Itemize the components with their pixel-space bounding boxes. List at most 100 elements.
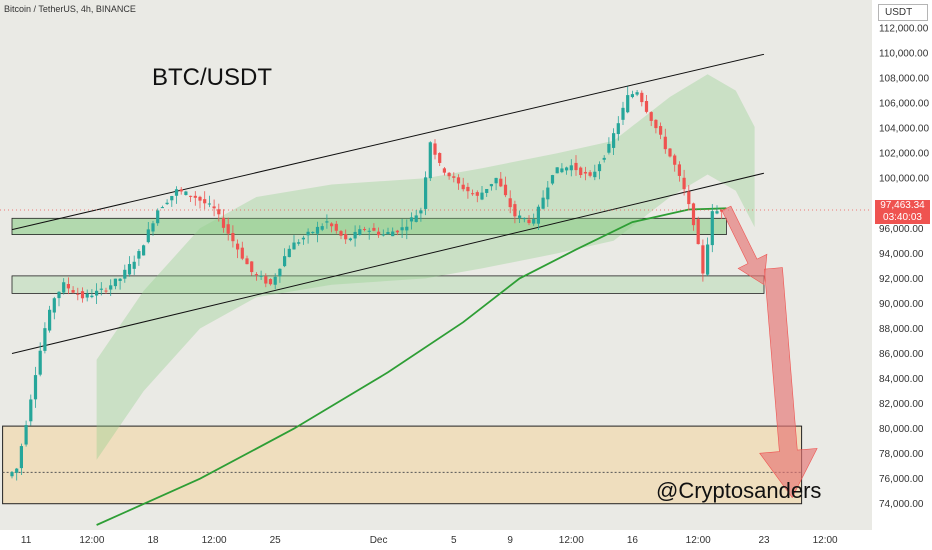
candle-body — [325, 221, 329, 223]
candle-body — [649, 112, 653, 121]
candle-body — [156, 210, 160, 224]
currency-button[interactable]: USDT — [878, 4, 928, 21]
candle-body — [522, 218, 526, 220]
candle-body — [226, 224, 230, 234]
candle-body — [24, 425, 28, 445]
candle-body — [710, 211, 714, 246]
candle-body — [146, 229, 150, 243]
candle-body — [381, 234, 385, 236]
candle-body — [715, 211, 719, 214]
candle-body — [400, 227, 404, 231]
y-tick-label: 96,000.00 — [879, 224, 924, 235]
y-tick-label: 88,000.00 — [879, 324, 924, 335]
candle-body — [273, 276, 277, 285]
candle-body — [254, 274, 258, 276]
y-tick-label: 84,000.00 — [879, 374, 924, 385]
candle-body — [367, 230, 371, 232]
candle-body — [372, 227, 376, 231]
candle-body — [71, 290, 75, 293]
candle-body — [245, 258, 249, 265]
candle-body — [179, 189, 183, 192]
x-tick-label: 12:00 — [813, 535, 838, 546]
candle-body — [339, 231, 343, 236]
candle-body — [57, 291, 61, 299]
candle-body — [452, 176, 456, 178]
candle-body — [287, 248, 291, 258]
candle-body — [297, 242, 301, 244]
x-tick-label: 12:00 — [79, 535, 104, 546]
candle-body — [301, 237, 305, 240]
candle-body — [221, 217, 226, 228]
candle-body — [264, 276, 268, 284]
candle-body — [142, 245, 146, 256]
candle-body — [377, 231, 381, 236]
candle-body — [207, 203, 211, 205]
candle-body — [682, 177, 686, 190]
candle-body — [706, 244, 710, 275]
y-tick-label: 100,000.00 — [879, 174, 929, 185]
candle-body — [720, 209, 724, 212]
candle-body — [579, 167, 583, 176]
candle-body — [174, 189, 179, 196]
candle-body — [344, 234, 348, 240]
candle-body — [466, 186, 470, 192]
x-tick-label: 12:00 — [559, 535, 584, 546]
candle-body — [546, 187, 550, 200]
x-tick-label: 5 — [451, 535, 457, 546]
candle-body — [193, 195, 197, 198]
candle-body — [151, 223, 155, 232]
candle-body — [362, 229, 367, 231]
x-tick-label: 12:00 — [202, 535, 227, 546]
candle-body — [52, 298, 56, 313]
y-tick-label: 74,000.00 — [879, 499, 924, 510]
last-price-badge: 97,463.34 03:40:03 — [875, 200, 930, 224]
candle-body — [278, 268, 282, 277]
y-tick-label: 90,000.00 — [879, 299, 924, 310]
candle-body — [536, 206, 540, 224]
candle-body — [33, 375, 38, 400]
candle-body — [447, 172, 451, 177]
candle-body — [315, 226, 320, 234]
candle-body — [15, 468, 19, 473]
candle-body — [160, 207, 164, 209]
candle-body — [555, 167, 559, 174]
candle-body — [38, 350, 42, 375]
author-handle: @Cryptosanders — [656, 478, 822, 503]
candle-body — [85, 293, 89, 298]
candle-body — [395, 230, 399, 233]
candle-body — [612, 133, 616, 148]
candle-body — [438, 153, 442, 163]
candle-body — [113, 278, 117, 287]
y-tick-label: 82,000.00 — [879, 399, 924, 410]
projection-arrow-2 — [759, 267, 818, 499]
candle-body — [626, 95, 630, 113]
y-tick-label: 102,000.00 — [879, 149, 929, 160]
y-tick-label: 76,000.00 — [879, 474, 924, 485]
candle-body — [518, 215, 522, 218]
y-tick-label: 106,000.00 — [879, 99, 929, 110]
y-tick-label: 78,000.00 — [879, 449, 924, 460]
candle-body — [386, 232, 390, 235]
candle-body — [696, 219, 700, 245]
candle-body — [621, 107, 625, 120]
candle-body — [640, 92, 644, 103]
candle-body — [428, 142, 432, 179]
candle-body — [485, 188, 489, 193]
candle-body — [673, 155, 677, 165]
x-tick-label: 16 — [627, 535, 639, 546]
candle-body — [541, 197, 545, 209]
candle-body — [268, 279, 273, 285]
candle-body — [419, 210, 423, 214]
candle-body — [80, 291, 85, 299]
x-tick-label: Dec — [370, 535, 388, 546]
candle-body — [189, 195, 193, 197]
y-tick-label: 94,000.00 — [879, 249, 924, 260]
candle-body — [508, 198, 512, 208]
candle-body — [330, 223, 334, 227]
channel-lower-line — [11, 172, 765, 354]
candle-body — [203, 199, 207, 204]
candle-body — [475, 192, 479, 196]
candle-body — [66, 284, 70, 289]
last-price-value: 97,463.34 — [880, 200, 925, 211]
